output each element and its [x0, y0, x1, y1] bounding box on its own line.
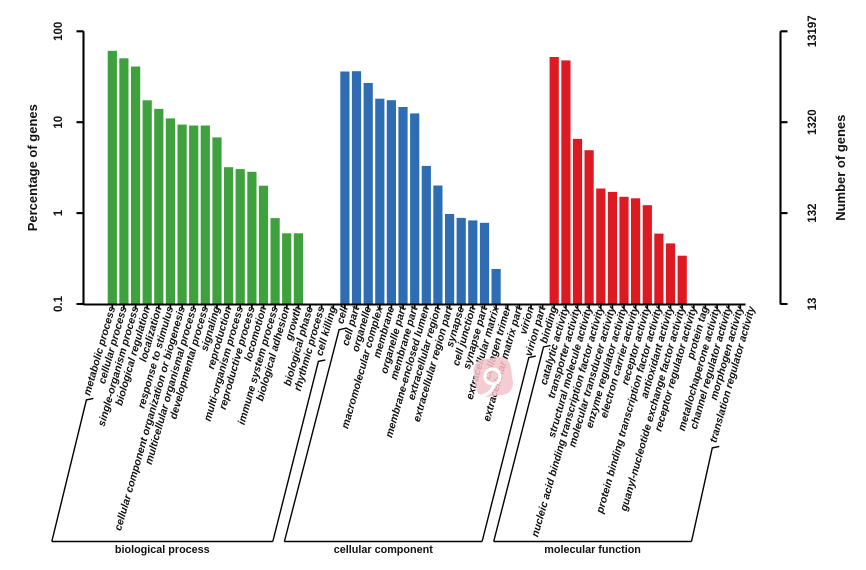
svg-text:132: 132 — [807, 204, 819, 223]
svg-text:cell: cell — [334, 304, 351, 325]
svg-text:100: 100 — [53, 22, 65, 41]
svg-text:1: 1 — [53, 209, 65, 216]
svg-text:biological process: biological process — [115, 544, 210, 556]
svg-text:10: 10 — [53, 116, 65, 129]
svg-text:molecular function: molecular function — [544, 544, 641, 556]
svg-text:0.1: 0.1 — [53, 295, 65, 312]
svg-text:Percentage of genes: Percentage of genes — [25, 104, 40, 231]
svg-text:13197: 13197 — [807, 15, 819, 47]
svg-text:13: 13 — [807, 298, 819, 311]
svg-text:1320: 1320 — [807, 109, 819, 135]
svg-text:Number of genes: Number of genes — [833, 115, 848, 221]
svg-text:cellular component: cellular component — [334, 544, 433, 556]
